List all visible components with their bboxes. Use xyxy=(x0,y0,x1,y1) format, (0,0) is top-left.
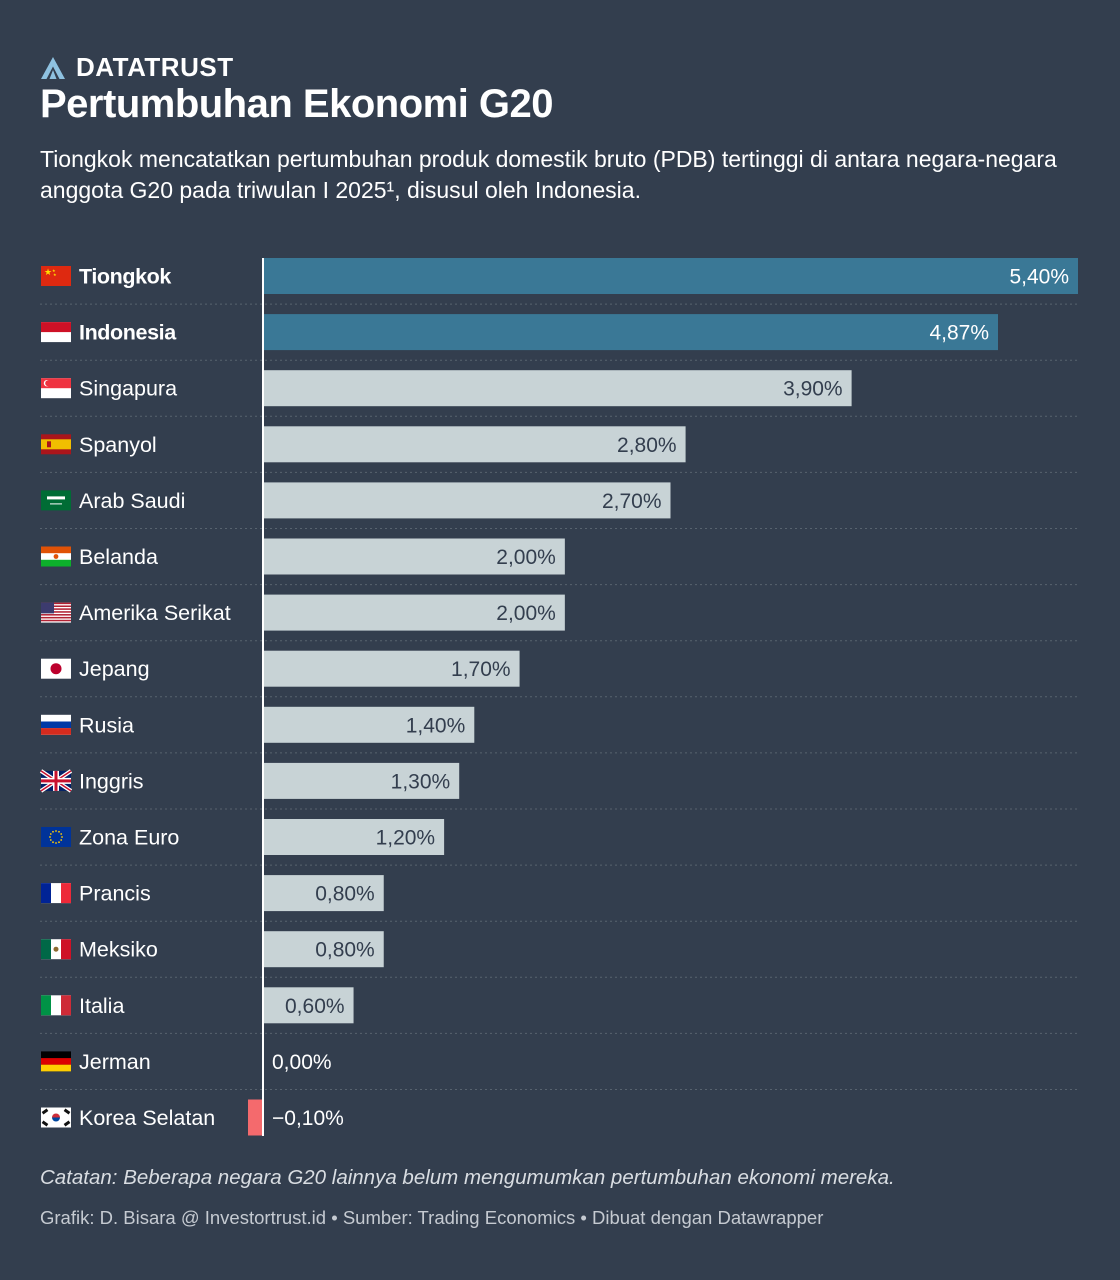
category-label: Singapura xyxy=(79,377,177,401)
bar xyxy=(263,370,852,407)
value-label: 1,70% xyxy=(451,658,511,681)
bar xyxy=(263,538,565,575)
spain-flag-icon xyxy=(41,434,71,455)
category-label: Belanda xyxy=(79,545,158,569)
bar xyxy=(263,594,565,631)
bar xyxy=(263,931,384,968)
bar xyxy=(263,258,1078,294)
category-label: Tiongkok xyxy=(79,265,171,289)
value-label: 1,30% xyxy=(391,770,451,793)
chart-note: Catatan: Beberapa negara G20 lainnya bel… xyxy=(40,1166,895,1189)
bar xyxy=(263,650,520,687)
germany-flag-icon xyxy=(41,1051,71,1072)
bar xyxy=(263,706,475,743)
delta-logo-icon xyxy=(41,56,65,79)
value-label: 2,00% xyxy=(496,546,556,569)
svg-text:★: ★ xyxy=(53,272,57,277)
chart-title: Pertumbuhan Ekonomi G20 xyxy=(40,82,554,126)
category-label: Meksiko xyxy=(79,938,158,962)
value-label: 0,80% xyxy=(315,883,375,906)
chart-credits: Grafik: D. Bisara @ Investortrust.id • S… xyxy=(40,1207,824,1228)
south-korea-flag-icon xyxy=(41,1107,71,1128)
category-label: Jerman xyxy=(79,1050,151,1074)
category-label: Rusia xyxy=(79,713,134,737)
value-label: 2,70% xyxy=(602,490,662,513)
bar xyxy=(263,875,384,912)
china-flag-icon: ★ ★★ xyxy=(41,266,71,286)
saudi-arabia-flag-icon xyxy=(41,490,71,511)
value-label: 0,80% xyxy=(315,939,375,962)
value-label: 2,00% xyxy=(496,602,556,625)
indonesia-flag-icon xyxy=(41,322,71,343)
category-label: Spanyol xyxy=(79,433,157,457)
value-label: 0,60% xyxy=(285,995,345,1018)
value-label: 2,80% xyxy=(617,434,677,457)
bar xyxy=(263,987,354,1024)
bar xyxy=(263,426,686,463)
brand-name: DATATRUST xyxy=(76,52,234,82)
italy-flag-icon xyxy=(41,995,71,1016)
value-label: 1,20% xyxy=(376,827,436,850)
bar-chart: ★ ★★ Tiongkok 5,40% Indonesia 4,87% Singapura 3… xyxy=(39,258,1078,1136)
bar xyxy=(263,819,445,855)
brand: DATATRUST xyxy=(40,52,234,83)
value-label: 1,40% xyxy=(406,714,466,737)
category-label: Amerika Serikat xyxy=(79,601,231,625)
bar xyxy=(263,482,671,519)
uk-flag-icon xyxy=(39,769,73,793)
singapore-flag-icon xyxy=(41,378,71,399)
category-label: Italia xyxy=(79,994,124,1018)
category-label: Inggris xyxy=(79,769,144,793)
bar xyxy=(263,314,999,351)
category-label: Jepang xyxy=(79,657,150,681)
chart-subtitle: Tiongkok mencatatkan pertumbuhan produk … xyxy=(40,146,1057,203)
category-label: Zona Euro xyxy=(79,826,179,850)
usa-flag-icon xyxy=(41,602,71,623)
niger-flag-icon xyxy=(41,546,71,567)
value-label: −0,10% xyxy=(272,1107,344,1130)
bar xyxy=(248,1099,263,1136)
mexico-flag-icon xyxy=(41,939,71,960)
value-label: 0,00% xyxy=(272,1051,332,1074)
value-label: 3,90% xyxy=(783,378,843,401)
eu-flag-icon xyxy=(41,827,71,847)
category-label: Korea Selatan xyxy=(79,1106,215,1130)
category-label: Prancis xyxy=(79,882,151,906)
category-label: Indonesia xyxy=(79,321,177,345)
category-label: Arab Saudi xyxy=(79,489,185,513)
france-flag-icon xyxy=(41,883,71,904)
bar xyxy=(263,762,460,799)
russia-flag-icon xyxy=(41,714,71,735)
svg-text:★: ★ xyxy=(52,268,56,273)
value-label: 4,87% xyxy=(929,322,989,345)
svg-text:★: ★ xyxy=(44,267,52,277)
japan-flag-icon xyxy=(41,658,71,679)
value-label: 5,40% xyxy=(1009,266,1069,289)
